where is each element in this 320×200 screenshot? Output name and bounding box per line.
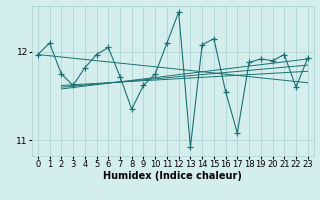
X-axis label: Humidex (Indice chaleur): Humidex (Indice chaleur): [103, 171, 242, 181]
